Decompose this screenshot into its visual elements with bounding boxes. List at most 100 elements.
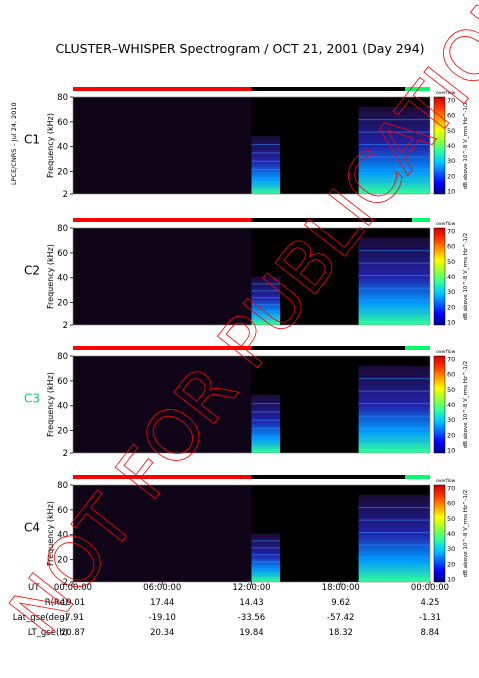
y-tick-label: 20 [57,168,68,178]
credit-label: LPCE/CNRS – Jul 24, 2010 [10,102,18,185]
colorbar-overflow-label: overflow [436,478,456,484]
x-tick-label: 18:00:00 [322,583,360,593]
colorbar-tick-label: 20 [447,560,455,568]
ephemeris-value: 18.32 [329,628,353,638]
spectral-line [251,297,281,299]
status-segment [73,218,252,222]
status-segment [73,87,252,91]
y-axis-label: Frequency (kHz) [46,372,55,437]
y-tick-label: 20 [57,427,68,437]
spectral-line [358,507,430,509]
activity-block [251,533,281,582]
colorbar-overflow-label: overflow [436,90,456,96]
y-tick-label: 60 [57,118,68,128]
spectral-line [358,519,430,521]
spectral-line [358,415,430,417]
status-segment [405,346,430,350]
colorbar-tick-label: 20 [447,431,455,439]
spectral-line [251,403,281,405]
colorbar-tick-label: 30 [447,416,455,424]
colorbar-tick-label: 60 [447,500,455,508]
status-segment [251,346,406,350]
spectral-line [251,160,281,162]
ephemeris-row-label: Lat_gse(deg) [13,613,68,623]
spectral-line [251,152,281,154]
spectral-line [358,440,430,442]
colorbar-tick-label: 10 [447,447,455,455]
y-tick-label: 2 [63,578,68,588]
colorbar-tick-label: 60 [447,112,455,120]
spectral-line [358,428,430,430]
ephemeris-value: 4.25 [421,598,440,608]
status-segment [251,475,406,479]
colorbar [433,227,446,326]
background-emission [73,97,252,194]
panel-c4: 2 20 40 60 80 Frequency (kHz) C4 overflow 10 20 30… [24,475,469,588]
ephemeris-value: -7.91 [62,613,84,623]
activity-block [251,276,281,325]
colorbar-tick-label: 70 [447,228,455,236]
spectral-line [358,378,430,380]
y-tick-label: 60 [57,377,68,387]
status-segment [251,87,406,91]
plot-frame [72,96,431,195]
spectral-line [358,544,430,546]
spectral-line [358,532,430,534]
spectral-line [251,575,281,577]
colorbar-tick-label: 10 [447,188,455,196]
spectral-line [251,419,281,421]
spectral-line [251,311,281,313]
colorbar-tick-label: 50 [447,515,455,523]
status-segment [412,218,430,222]
ephemeris-value: 9.62 [331,598,350,608]
spectral-line [358,569,430,571]
activity-block [251,135,281,194]
activity-block [358,106,430,194]
ephemeris-value: 19.01 [61,598,85,608]
ephemeris-table: R(Re)19.01 17.44 14.43 9.62 4.25 Lat_gse(deg)… [13,598,441,638]
colorbar [433,96,446,195]
colorbar-tick-label: 50 [447,258,455,266]
x-tick-label: 00:00:00 [54,583,92,593]
ephemeris-value: -1.31 [419,613,441,623]
background-emission [73,356,252,453]
spectral-line [251,547,281,549]
activity-block [251,394,281,453]
colorbar-tick-label: 50 [447,386,455,394]
spectral-line [251,540,281,542]
spectral-line [251,169,281,171]
colorbar-tick-label: 30 [447,545,455,553]
colorbar-tick-label: 70 [447,485,455,493]
panel-c2: 2 20 40 60 80 Frequency (kHz) C2 overflow 10 20 30… [24,218,469,331]
status-segment [405,475,430,479]
ephemeris-row-label: R(Re) [45,598,68,608]
spectral-line [251,177,281,179]
y-tick-label: 2 [63,321,68,331]
spectral-line [251,144,281,146]
colorbar-overflow-label: overflow [436,221,456,227]
colorbar [433,484,446,583]
ephemeris-value: 17.44 [150,598,174,608]
colorbar-tick-label: 40 [447,142,455,150]
colorbar-tick-label: 20 [447,172,455,180]
x-tick-label: 06:00:00 [143,583,181,593]
spectral-line [358,169,430,171]
colorbar-tick-label: 30 [447,157,455,165]
plot-frame [72,227,431,326]
colorbar [433,355,446,454]
spectral-line [251,554,281,556]
spectral-line [251,444,281,446]
status-segment [251,218,413,222]
status-segment [73,475,252,479]
colorbar-tick-label: 10 [447,576,455,584]
spectral-line [251,304,281,306]
y-tick-label: 40 [57,402,68,412]
y-tick-label: 80 [57,352,68,362]
spectral-line [358,312,430,314]
colorbar-tick-label: 60 [447,243,455,251]
background-emission [73,228,252,325]
spectral-line [251,411,281,413]
y-tick-label: 80 [57,93,68,103]
ephemeris-value: 8.84 [421,628,440,638]
